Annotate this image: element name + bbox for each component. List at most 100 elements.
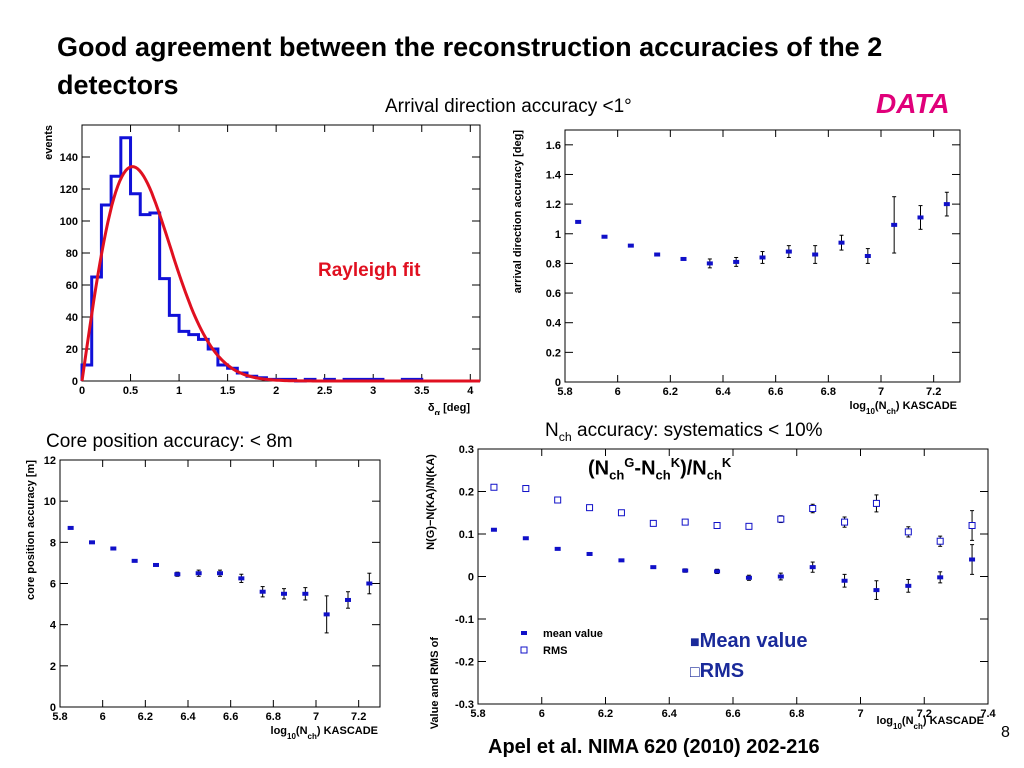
nch-formula: (NchG-NchK)/NchK: [588, 455, 731, 483]
data-point: [601, 234, 608, 239]
data-point: [812, 252, 819, 257]
x-tick-label: 5.8: [52, 711, 67, 723]
x-tick-label: 1.5: [220, 385, 235, 397]
data-point: [864, 254, 871, 258]
data-point-open: [936, 537, 944, 545]
data-point-open: [522, 485, 530, 493]
data-point: [682, 568, 689, 573]
data-point: [809, 565, 816, 570]
nch-caption-rest: accuracy: systematics < 10%: [571, 420, 823, 441]
x-tick-label: 6.6: [768, 386, 783, 398]
formula-ch2: ch: [655, 467, 671, 483]
y-tick-label: 20: [66, 344, 78, 356]
x-tick-label: 6.4: [715, 386, 731, 398]
x-tick-label: 6.8: [266, 711, 281, 723]
page-number: 8: [1001, 724, 1010, 741]
y-tick-label: 0.2: [459, 487, 474, 499]
plot-frame: [59, 459, 381, 708]
y-tick-label: 40: [66, 312, 78, 324]
filled-square-icon: ■: [690, 634, 700, 651]
formula-ch3: ch: [706, 467, 722, 483]
data-point: [618, 558, 625, 563]
rayleigh-fit-curve: [80, 165, 480, 383]
citation-footer: Apel et al. NIMA 620 (2010) 202-216: [488, 736, 820, 758]
y-tick-label: 0.1: [459, 529, 474, 541]
data-point: [937, 575, 944, 580]
y-tick-label: -0.1: [455, 614, 474, 626]
data-point: [917, 215, 924, 220]
data-point: [281, 591, 287, 596]
x-tick-label: 7.4: [980, 708, 996, 720]
y-tick-label: 0.6: [546, 288, 561, 300]
rayleigh-fit-label: Rayleigh fit: [318, 260, 421, 281]
data-point: [174, 572, 181, 577]
plot-frame: [81, 124, 481, 382]
x-tick-label: 5.8: [470, 708, 485, 720]
data-point-open: [617, 509, 625, 517]
x-tick-label: 7.2: [351, 711, 366, 723]
nch-caption-sub: ch: [558, 429, 572, 444]
data-point: [905, 583, 912, 588]
y-axis-label: Mean Value and RMS of: [429, 637, 441, 732]
data-point: [575, 219, 582, 224]
formula-ch1: ch: [609, 467, 625, 483]
mean-value-big-legend: ■Mean value: [690, 630, 808, 653]
y-axis-label: arrival direction accuracy [deg]: [512, 130, 524, 294]
data-point: [627, 243, 634, 248]
x-tick-label: 7: [857, 708, 863, 720]
x-tick-label: 6.8: [789, 708, 804, 720]
nch-caption-n: N: [545, 420, 559, 441]
data-point-open: [713, 522, 721, 529]
x-tick-label: 6.4: [180, 711, 196, 723]
x-tick-label: 2.5: [317, 385, 332, 397]
formula-c: )/N: [680, 457, 707, 480]
x-tick-label: 6.6: [223, 711, 238, 723]
data-point-open: [904, 528, 912, 536]
core-accuracy-chart: 5.8 6 6.2 6.4 6.6 6.8 7 7.2 0 2 4 6 8 10 12 core positi…: [25, 455, 381, 741]
y-tick-label: -0.2: [455, 657, 474, 669]
plot-frame: [564, 129, 961, 383]
data-point: [110, 546, 117, 551]
y-tick-label: 120: [60, 184, 78, 196]
data-point: [943, 202, 950, 207]
formula-k2: K: [721, 455, 732, 470]
x-tick-label: 7.2: [926, 386, 941, 398]
data-point: [838, 240, 845, 245]
data-point-open: [554, 496, 562, 504]
data-point-open: [586, 504, 594, 512]
x-tick-label: 6.6: [725, 708, 740, 720]
y-tick-label: 0.2: [546, 347, 561, 359]
data-point: [714, 569, 721, 574]
data-point: [217, 571, 223, 576]
data-point: [841, 578, 848, 583]
y-tick-label: 0.3: [459, 444, 474, 456]
x-tick-label: 6.8: [821, 386, 836, 398]
data-point-open: [809, 505, 817, 512]
y-axis-label: core position accuracy [m]: [25, 460, 37, 600]
y-tick-label: 8: [50, 537, 56, 549]
formula-b: -N: [634, 457, 656, 480]
y-tick-label: 1.4: [546, 169, 562, 181]
data-tag: DATA: [876, 88, 950, 119]
data-point: [89, 540, 95, 545]
rms-big-text: RMS: [699, 660, 745, 682]
x-tick-label: 7: [878, 386, 884, 398]
y-tick-label: 4: [50, 620, 57, 632]
mean-value-big-text: Mean value: [699, 630, 808, 652]
data-point: [366, 581, 373, 586]
y-tick-label: 1.2: [546, 199, 561, 211]
data-point: [345, 597, 351, 602]
x-tick-label: 6: [539, 708, 545, 720]
x-tick-label: 1: [176, 385, 182, 397]
data-point: [969, 557, 976, 562]
x-tick-label: 3: [370, 385, 376, 397]
data-point: [654, 252, 661, 257]
data-point: [759, 255, 766, 260]
histogram-chart: 0 0.5 1 1.5 2 2.5 3 3.5 4020406080100120140event…: [43, 124, 481, 415]
x-axis-label: log10(Nch) KASCADE: [271, 725, 378, 741]
data-point: [131, 558, 138, 563]
data-point: [873, 588, 880, 593]
data-point: [522, 536, 529, 541]
data-point: [259, 589, 266, 594]
y-tick-label: 2: [50, 661, 56, 673]
